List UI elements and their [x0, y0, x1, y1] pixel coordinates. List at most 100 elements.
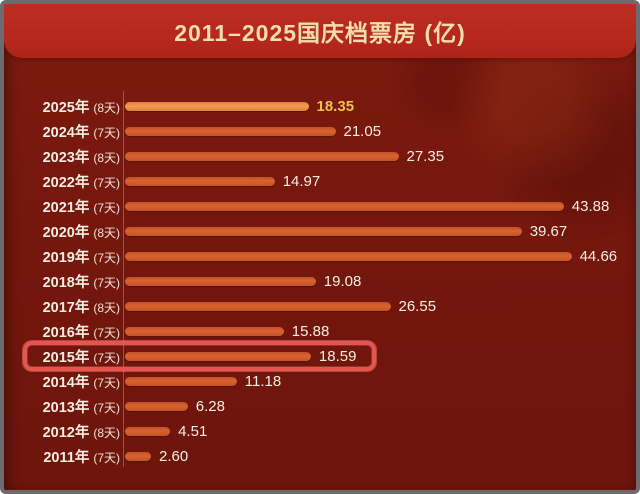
- value-bar: [125, 427, 171, 436]
- days-count-label: (7天): [93, 326, 120, 340]
- days-count-label: (7天): [93, 126, 120, 140]
- row-label: 2014年 (7天): [30, 371, 120, 392]
- chart-row: 2025年 (8天) 18.35: [30, 94, 624, 119]
- value-label: 15.88: [291, 323, 330, 340]
- chart-row: 2019年 (7天) 44.66: [30, 244, 624, 269]
- days-count-label: (7天): [93, 276, 120, 290]
- year-label: 2021年: [42, 200, 90, 216]
- bar-track: 15.88: [125, 323, 624, 340]
- bar-track: 21.05: [125, 123, 624, 140]
- year-label: 2014年: [42, 375, 90, 391]
- row-label: 2021年 (7天): [30, 196, 120, 217]
- value-label: 39.67: [529, 223, 568, 240]
- chart-row: 2015年 (7天) 18.59: [23, 341, 624, 371]
- value-bar: [125, 277, 316, 286]
- bar-track: 4.51: [125, 423, 624, 440]
- bar-track: 18.59: [125, 348, 624, 365]
- value-label: 27.35: [406, 148, 445, 165]
- year-label: 2017年: [42, 300, 90, 316]
- days-count-label: (7天): [93, 176, 120, 190]
- value-bar: [125, 127, 336, 136]
- bar-track: 26.55: [125, 298, 624, 315]
- row-label: 2018年 (7天): [30, 271, 120, 292]
- bar-track: 19.08: [125, 273, 624, 290]
- row-label: 2016年 (7天): [30, 321, 120, 342]
- value-bar: [125, 352, 311, 361]
- value-bar: [125, 202, 564, 211]
- value-label: 2.60: [159, 448, 189, 465]
- row-label: 2022年 (7天): [30, 171, 120, 192]
- days-count-label: (7天): [93, 401, 120, 415]
- value-bar: [125, 227, 522, 236]
- chart-row: 2020年 (8天) 39.67: [30, 219, 624, 244]
- value-label: 6.28: [195, 398, 225, 415]
- year-label: 2019年: [42, 250, 90, 266]
- bar-track: 18.35: [125, 98, 624, 115]
- days-count-label: (8天): [93, 226, 120, 240]
- chart-row: 2012年 (8天) 4.51: [30, 419, 624, 444]
- value-bar: [125, 302, 391, 311]
- year-label: 2023年: [42, 150, 90, 166]
- chart-row: 2022年 (7天) 14.97: [30, 169, 624, 194]
- days-count-label: (8天): [93, 151, 120, 165]
- year-label: 2024年: [42, 125, 90, 141]
- year-label: 2012年: [42, 425, 90, 441]
- days-count-label: (8天): [93, 301, 120, 315]
- bar-track: 11.18: [125, 373, 624, 390]
- bar-track: 14.97: [125, 173, 624, 190]
- value-bar: [125, 177, 275, 186]
- value-bar: [125, 252, 572, 261]
- value-label: 26.55: [398, 298, 437, 315]
- value-label: 21.05: [343, 123, 382, 140]
- year-label: 2020年: [42, 225, 90, 241]
- row-label: 2024年 (7天): [30, 121, 120, 142]
- value-bar: [125, 402, 188, 411]
- y-axis-line: [123, 91, 124, 467]
- value-bar: [125, 102, 309, 111]
- value-label: 4.51: [178, 423, 208, 440]
- value-bar: [125, 327, 284, 336]
- row-label: 2012年 (8天): [30, 421, 120, 442]
- value-bar: [125, 377, 237, 386]
- row-label: 2019年 (7天): [30, 246, 120, 267]
- days-count-label: (7天): [93, 201, 120, 215]
- chart-row: 2021年 (7天) 43.88: [30, 194, 624, 219]
- chart-row: 2011年 (7天) 2.60: [30, 444, 624, 469]
- days-count-label: (8天): [93, 426, 120, 440]
- value-label: 18.35: [316, 98, 355, 115]
- days-count-label: (8天): [93, 101, 120, 115]
- row-label: 2015年 (7天): [30, 346, 120, 367]
- chart-row: 2016年 (7天) 15.88: [30, 319, 624, 344]
- value-label: 44.66: [579, 248, 618, 265]
- year-label: 2022年: [42, 175, 90, 191]
- chart-row: 2023年 (8天) 27.35: [30, 144, 624, 169]
- title-banner: 2011–2025国庆档票房 (亿): [4, 4, 636, 58]
- row-label: 2025年 (8天): [30, 96, 120, 117]
- value-label: 18.59: [318, 348, 357, 365]
- value-label: 43.88: [571, 198, 610, 215]
- chart-row: 2024年 (7天) 21.05: [30, 119, 624, 144]
- year-label: 2018年: [42, 275, 90, 291]
- chart-row: 2014年 (7天) 11.18: [30, 369, 624, 394]
- row-label: 2017年 (8天): [30, 296, 120, 317]
- chart-title: 2011–2025国庆档票房 (亿): [174, 20, 466, 46]
- days-count-label: (7天): [93, 251, 120, 265]
- bar-track: 2.60: [125, 448, 624, 465]
- bar-track: 43.88: [125, 198, 624, 215]
- chart-row: 2017年 (8天) 26.55: [30, 294, 624, 319]
- value-label: 11.18: [244, 373, 282, 390]
- year-label: 2011年: [43, 450, 90, 466]
- value-label: 19.08: [323, 273, 362, 290]
- bar-chart: 2025年 (8天) 18.35 2024年 (7天) 21.05 2023年 …: [23, 91, 624, 469]
- year-label: 2025年: [42, 100, 90, 116]
- chart-row: 2018年 (7天) 19.08: [30, 269, 624, 294]
- value-label: 14.97: [282, 173, 321, 190]
- value-bar: [125, 152, 399, 161]
- bar-track: 44.66: [125, 248, 624, 265]
- row-label: 2023年 (8天): [30, 146, 120, 167]
- year-label: 2016年: [42, 325, 90, 341]
- chart-row: 2013年 (7天) 6.28: [30, 394, 624, 419]
- row-label: 2020年 (8天): [30, 221, 120, 242]
- bar-track: 6.28: [125, 398, 624, 415]
